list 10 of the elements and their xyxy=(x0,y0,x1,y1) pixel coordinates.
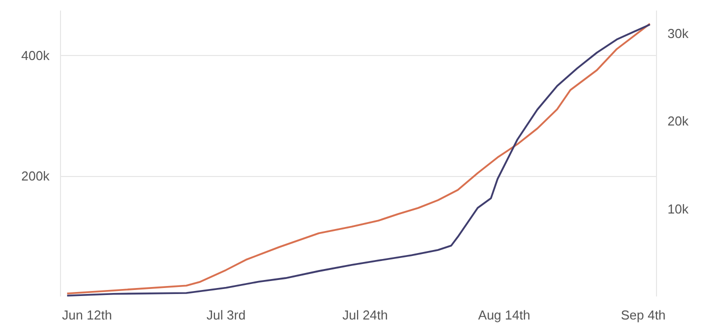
y-tick-label: 400k xyxy=(21,48,50,64)
y-tick-label: 200k xyxy=(21,168,50,184)
y2-tick-label: 30k xyxy=(668,26,689,41)
x-tick-label: Aug 14th xyxy=(478,308,530,322)
x-tick-label: Sep 4th xyxy=(620,308,666,322)
y2-tick-label: 10k xyxy=(668,201,689,216)
x-tick-label: Jun 12th xyxy=(62,308,112,322)
x-tick-label: Jul 3rd xyxy=(206,308,246,322)
y2-tick-label: 20k xyxy=(668,114,689,129)
x-tick-label: Jul 24th xyxy=(342,308,388,322)
